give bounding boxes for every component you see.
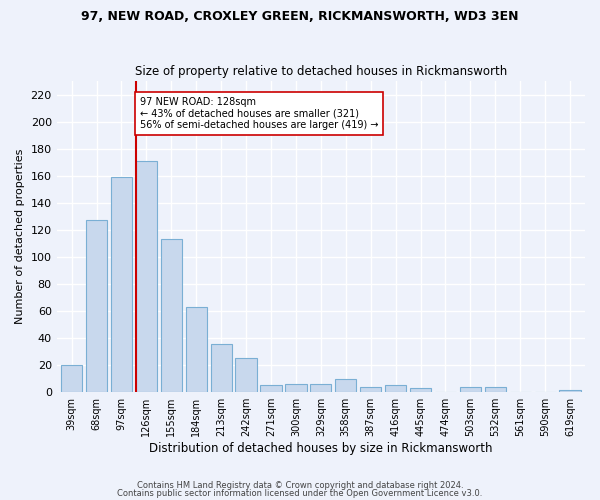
Bar — [161, 240, 182, 392]
Bar — [310, 384, 331, 392]
Bar — [460, 387, 481, 392]
Bar — [485, 387, 506, 392]
Bar — [185, 307, 207, 392]
Bar — [286, 384, 307, 392]
Text: Contains public sector information licensed under the Open Government Licence v3: Contains public sector information licen… — [118, 488, 482, 498]
X-axis label: Distribution of detached houses by size in Rickmansworth: Distribution of detached houses by size … — [149, 442, 493, 455]
Title: Size of property relative to detached houses in Rickmansworth: Size of property relative to detached ho… — [135, 66, 507, 78]
Bar — [385, 386, 406, 392]
Bar — [61, 365, 82, 392]
Bar — [235, 358, 257, 392]
Bar — [211, 344, 232, 392]
Text: 97 NEW ROAD: 128sqm
← 43% of detached houses are smaller (321)
56% of semi-detac: 97 NEW ROAD: 128sqm ← 43% of detached ho… — [140, 98, 378, 130]
Bar — [136, 161, 157, 392]
Y-axis label: Number of detached properties: Number of detached properties — [15, 149, 25, 324]
Bar — [260, 386, 281, 392]
Text: 97, NEW ROAD, CROXLEY GREEN, RICKMANSWORTH, WD3 3EN: 97, NEW ROAD, CROXLEY GREEN, RICKMANSWOR… — [81, 10, 519, 23]
Bar — [360, 387, 381, 392]
Bar — [410, 388, 431, 392]
Bar — [86, 220, 107, 392]
Bar — [335, 378, 356, 392]
Text: Contains HM Land Registry data © Crown copyright and database right 2024.: Contains HM Land Registry data © Crown c… — [137, 481, 463, 490]
Bar — [111, 177, 132, 392]
Bar — [559, 390, 581, 392]
